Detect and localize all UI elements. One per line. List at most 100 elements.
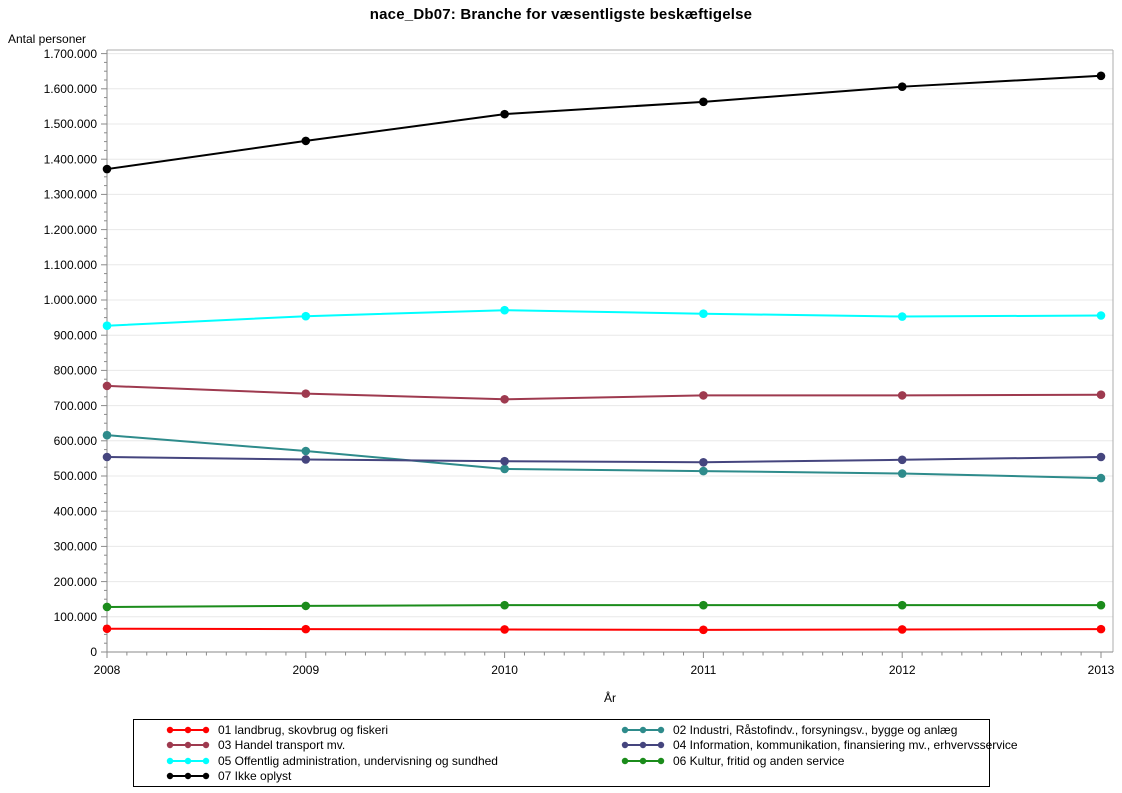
data-point <box>1096 390 1106 399</box>
data-point <box>897 600 907 610</box>
data-point <box>699 309 708 319</box>
data-point <box>897 455 907 465</box>
legend-label: 05 Offentlig administration, undervisnin… <box>218 753 498 768</box>
y-tick-label: 1.600.000 <box>44 82 98 96</box>
data-point <box>301 601 311 611</box>
data-point <box>1096 473 1106 483</box>
data-point <box>699 457 708 467</box>
data-point <box>102 624 112 634</box>
legend-item: 03 Handel transport mv. <box>165 738 620 753</box>
series-05 <box>102 305 1106 330</box>
y-tick-label: 700.000 <box>54 399 98 413</box>
y-tick-label: 900.000 <box>54 328 98 342</box>
x-axis: 2008 2009 2010 2011 2012 2013 <box>94 652 1115 677</box>
data-point <box>699 625 708 635</box>
legend-label: 01 landbrug, skovbrug og fiskeri <box>218 722 389 737</box>
x-tick-label: 2008 <box>94 663 121 677</box>
data-point <box>301 455 311 464</box>
legend-item: 02 Industri, Råstofindv., forsyningsv., … <box>620 723 1018 738</box>
data-point <box>102 452 112 462</box>
plot-frame <box>106 49 1114 653</box>
y-tick-label: 1.400.000 <box>44 152 98 166</box>
y-tick-label: 1.500.000 <box>44 117 98 131</box>
data-point <box>500 456 509 466</box>
x-tick-label: 2011 <box>690 663 716 677</box>
series-03 <box>102 381 1106 404</box>
y-axis: 0 100.000 200.000 300.000 400.000 500.000 600.… <box>44 47 107 659</box>
x-tick-label: 2009 <box>292 663 319 677</box>
data-point <box>500 625 509 634</box>
data-point <box>301 624 311 634</box>
x-tick-label: 2012 <box>889 663 916 677</box>
legend-marker-icon <box>166 742 210 749</box>
legend-box: 01 landbrug, skovbrug og fiskeri 02 Indus… <box>133 719 1018 787</box>
data-point <box>301 136 311 146</box>
series-07 <box>102 71 1106 174</box>
legend-label: 07 Ikke oplyst <box>218 769 292 784</box>
chart-title: nace_Db07: Branche for væsentligste besk… <box>369 6 753 23</box>
data-point <box>1096 71 1106 81</box>
data-point <box>897 82 907 91</box>
legend-item: 05 Offentlig administration, undervisnin… <box>165 754 620 769</box>
gridlines <box>107 53 1113 618</box>
legend-label: 04 Information, kommunikation, finansier… <box>673 738 1018 753</box>
series-04 <box>102 452 1106 467</box>
data-point <box>500 600 509 610</box>
data-point <box>1096 452 1106 462</box>
legend-item: 07 Ikke oplyst <box>165 769 620 784</box>
legend-label: 03 Handel transport mv. <box>218 738 346 753</box>
y-tick-label: 600.000 <box>54 434 98 448</box>
data-point <box>897 625 907 634</box>
y-tick-label: 1.300.000 <box>44 188 98 202</box>
series-06 <box>102 600 1106 612</box>
data-point <box>102 430 112 440</box>
legend-item: 01 landbrug, skovbrug og fiskeri <box>165 723 620 738</box>
legend-marker-icon <box>166 773 210 780</box>
data-point <box>699 466 708 476</box>
y-tick-label: 100.000 <box>54 610 98 624</box>
data-point <box>102 381 112 391</box>
legend-label: 06 Kultur, fritid og anden service <box>673 753 845 768</box>
data-point <box>699 600 708 610</box>
data-point <box>1096 624 1106 634</box>
legend-item: 04 Information, kommunikation, finansier… <box>620 738 1018 753</box>
legend-marker-icon <box>621 726 665 733</box>
y-tick-label: 800.000 <box>54 364 98 378</box>
series-01 <box>102 624 1106 635</box>
y-tick-label: 1.700.000 <box>44 47 98 61</box>
y-tick-label: 1.200.000 <box>44 223 98 237</box>
y-axis-title: Antal personer <box>8 32 87 46</box>
data-point <box>500 109 509 119</box>
data-point <box>102 164 112 174</box>
data-point <box>301 311 311 321</box>
data-point <box>897 391 907 400</box>
data-point <box>1096 311 1106 320</box>
x-tick-label: 2010 <box>491 663 518 677</box>
data-point <box>102 602 112 612</box>
data-point <box>500 464 509 474</box>
data-point <box>301 389 311 398</box>
data-point <box>301 446 311 456</box>
series-02 <box>102 430 1106 483</box>
y-tick-label: 300.000 <box>54 540 98 554</box>
legend-marker-icon <box>621 757 665 764</box>
data-point <box>897 312 907 321</box>
y-tick-label: 200.000 <box>54 575 98 589</box>
legend-marker-icon <box>621 742 665 749</box>
x-tick-label: 2013 <box>1088 663 1115 677</box>
data-point <box>500 305 509 315</box>
data-point <box>1096 600 1106 610</box>
y-tick-label: 1.100.000 <box>44 258 98 272</box>
data-point <box>699 97 708 107</box>
y-tick-label: 500.000 <box>54 469 98 483</box>
data-point <box>699 391 708 400</box>
data-point <box>102 321 112 330</box>
x-axis-title: År <box>604 691 616 705</box>
plot-area: 0 100.000 200.000 300.000 400.000 500.000 600.… <box>44 47 1115 677</box>
data-point <box>500 394 509 404</box>
legend-label: 02 Industri, Råstofindv., forsyningsv., … <box>673 722 958 737</box>
legend-marker-icon <box>166 726 210 733</box>
data-point <box>897 469 907 478</box>
y-tick-label: 400.000 <box>54 504 98 518</box>
